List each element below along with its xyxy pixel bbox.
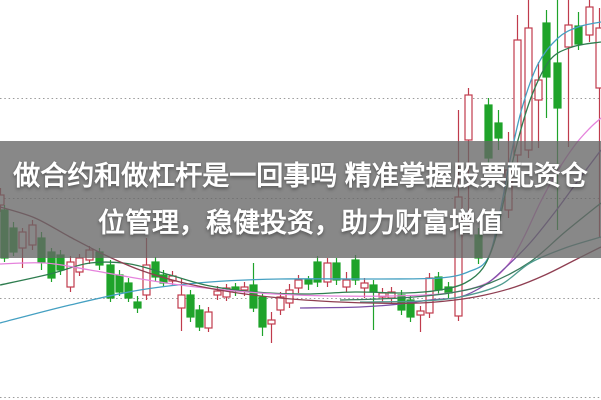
candle-up [204,307,213,332]
candle-up [177,278,186,331]
candle-down [406,295,415,322]
candle-down [313,256,322,287]
candle-down [195,305,204,331]
candle-down [351,255,360,285]
candle-up [213,286,222,300]
headline-line-2: 位管理，稳健投资，助力财富增值 [98,207,503,238]
candle-down [258,292,267,336]
candle-up [378,288,387,302]
candle-down [304,276,313,290]
candle-down [369,280,378,330]
candle-down [444,282,453,298]
candle-up [294,275,303,293]
candle-down [133,296,142,313]
candle-up [342,272,351,292]
candle-down [434,272,443,295]
candle-down [186,290,195,322]
candle-down [106,260,115,302]
candle-down [574,12,583,50]
headline-line-1: 做合约和做杠杆是一回事吗 精准掌握股票配资仓 [13,160,588,191]
candle-down [124,278,133,302]
candle-up [66,256,75,292]
candle-up [285,284,294,308]
candle-up [276,292,285,315]
candle-up [564,0,573,147]
candle-up [323,258,332,287]
candle-up [387,287,396,303]
ma-cyan-fast [0,21,601,324]
candle-down [249,263,258,312]
candle-up [267,312,276,343]
candle-down [397,290,406,315]
candle-down [332,258,341,285]
candle-down [115,270,124,296]
headline-banner: 做合约和做杠杆是一回事吗 精准掌握股票配资仓 位管理，稳健投资，助力财富增值 [0,141,601,258]
candle-up [416,306,425,332]
candle-up [222,284,231,301]
candle-up [360,278,369,298]
ma-green-mid [0,41,601,295]
candle-up [585,0,594,42]
